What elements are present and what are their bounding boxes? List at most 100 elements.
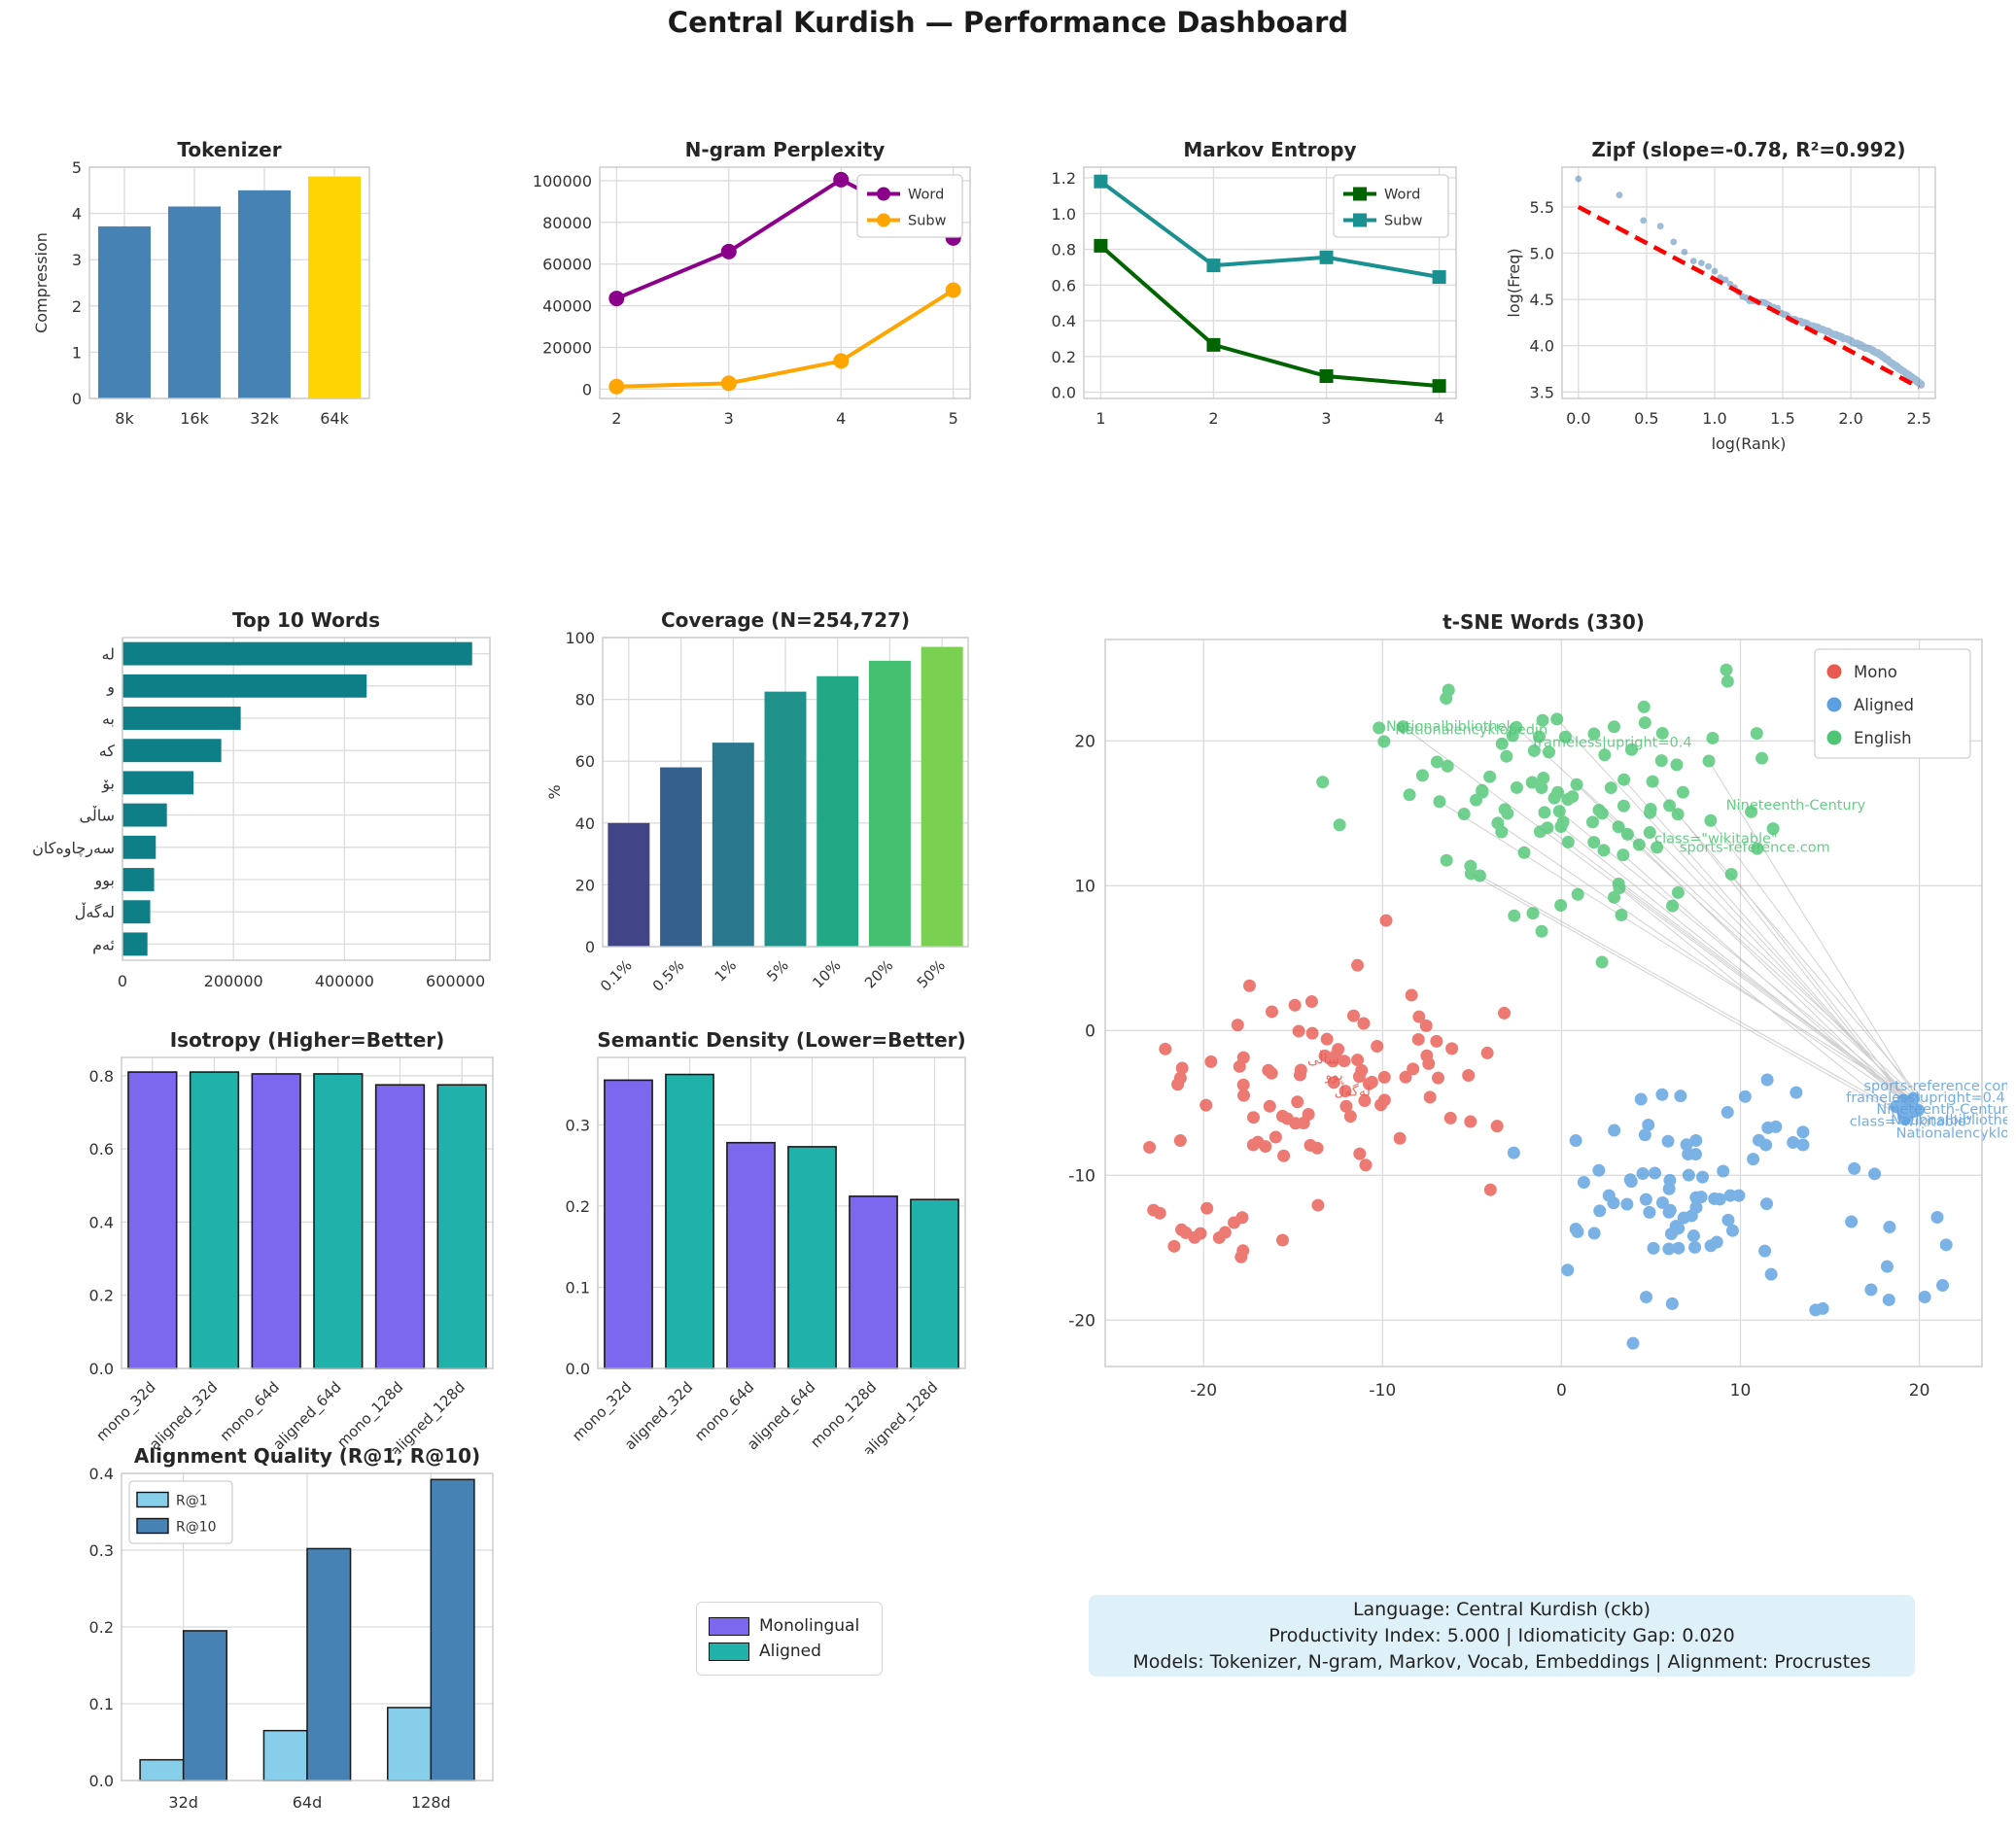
bar	[189, 1071, 240, 1369]
data-point	[945, 282, 961, 298]
bar	[726, 1141, 776, 1369]
bar	[910, 1198, 959, 1369]
bar	[387, 1707, 433, 1781]
semdens-bars	[604, 1073, 959, 1369]
svg-text:که: که	[99, 742, 116, 760]
svg-text:2.0: 2.0	[1838, 409, 1862, 428]
tsne-word-labels: NationalbibliothekNationalencyklopedinfr…	[1307, 719, 2007, 1142]
svg-text:Subw: Subw	[908, 214, 947, 229]
svg-text:Nineteenth-Century: Nineteenth-Century	[1876, 1102, 2007, 1118]
svg-text:0.1%: 0.1%	[597, 956, 636, 995]
svg-text:3: 3	[724, 409, 734, 428]
svg-text:Subw: Subw	[1384, 214, 1423, 229]
data-point	[1206, 259, 1221, 273]
bar	[306, 1547, 352, 1781]
zipf-points	[1575, 175, 1926, 389]
svg-text:2: 2	[611, 409, 621, 428]
svg-text:5.5: 5.5	[1530, 198, 1554, 217]
svg-text:0.4: 0.4	[89, 1213, 114, 1231]
info-indices: Productivity Index: 5.000 | Idiomaticity…	[1269, 1624, 1735, 1646]
top10-panel: Top 10 Words له و به که بۆ ساڵی سەرچاوەکان بوو لە…	[29, 603, 507, 1028]
markov-chart: Markov Entropy 0.0 0.2 0.4 0.6 0.8 1.0 1.2 1 2 3 4 W…	[1052, 138, 1457, 428]
cluster-english	[1316, 663, 1780, 969]
svg-text:0.1: 0.1	[566, 1278, 590, 1297]
svg-text:0.4: 0.4	[1052, 312, 1076, 330]
chart-title: Isotropy (Higher=Better)	[170, 1028, 445, 1052]
alignment-quality-chart: Alignment Quality (R@1, R@10) 0.0 0.1 0.2 0.…	[89, 1444, 494, 1812]
bar	[313, 1073, 364, 1369]
svg-text:1.2: 1.2	[1052, 169, 1076, 188]
svg-text:20%: 20%	[861, 956, 896, 991]
bar	[262, 1729, 308, 1781]
svg-text:0: 0	[118, 972, 127, 990]
svg-text:16k: 16k	[180, 409, 209, 428]
svg-text:0.0: 0.0	[89, 1360, 114, 1378]
bar	[374, 1084, 426, 1369]
semantic-density-panel: Semantic Density (Lower=Better) 0.0 0.1 0.2…	[539, 1022, 979, 1454]
tokenizer-bars	[98, 176, 361, 398]
svg-text:Aligned: Aligned	[1854, 696, 1914, 714]
svg-text:لەگەڵ: لەگەڵ	[75, 902, 115, 921]
bar	[122, 803, 167, 827]
chart-title: Alignment Quality (R@1, R@10)	[134, 1444, 480, 1468]
svg-text:log(Rank): log(Rank)	[1712, 434, 1787, 453]
coverage-panel: Coverage (N=254,727)% 0 20 40 60 80 100 0.1% 0.5…	[525, 603, 982, 1065]
legend-swatch	[709, 1642, 749, 1661]
data-point	[833, 353, 850, 369]
bar	[712, 743, 754, 947]
ngram-chart: N-gram Perplexity 0 20000 40000 60000 80000 10…	[533, 138, 971, 428]
svg-text:0: 0	[585, 938, 595, 956]
svg-text:1.5: 1.5	[1770, 409, 1794, 428]
tokenizer-chart: Tokenizer Compression 0 1 2 3 4 5 8k 16k 32k 64k	[32, 138, 370, 428]
chart-title: Semantic Density (Lower=Better)	[597, 1028, 965, 1052]
svg-text:100000: 100000	[533, 172, 592, 190]
svg-text:0.2: 0.2	[1052, 348, 1076, 366]
tsne-panel: Nationalbibliothek Nationalencyklopedin fr…	[1045, 603, 2007, 1464]
svg-text:0.5%: 0.5%	[649, 956, 688, 995]
bar	[182, 1630, 227, 1781]
zipf-fit-line	[1577, 204, 1921, 390]
svg-text:400000: 400000	[315, 972, 374, 990]
svg-text:R@10: R@10	[176, 1520, 217, 1536]
svg-text:3: 3	[1321, 409, 1331, 428]
svg-text:0.6: 0.6	[1052, 276, 1076, 294]
semantic-density-chart: Semantic Density (Lower=Better) 0.0 0.1 0.2…	[566, 1028, 966, 1454]
svg-text:2.5: 2.5	[1906, 409, 1930, 428]
svg-text:8k: 8k	[115, 409, 134, 428]
cluster-mono	[1143, 914, 1512, 1263]
data-point	[608, 291, 625, 307]
svg-text:20: 20	[1074, 732, 1095, 751]
data-point	[1432, 379, 1446, 394]
data-point	[1094, 174, 1108, 189]
markov-panel: Markov Entropy 0.0 0.2 0.4 0.6 0.8 1.0 1.2 1 2 3 4 W…	[1011, 134, 1470, 447]
svg-text:1.0: 1.0	[1052, 205, 1076, 224]
data-point	[1094, 238, 1108, 253]
svg-text:1: 1	[1095, 409, 1105, 428]
top10-chart: Top 10 Words له و به که بۆ ساڵی سەرچاوەکان بوو لە…	[32, 608, 491, 990]
bar	[168, 206, 221, 398]
svg-text:20: 20	[1909, 1381, 1930, 1401]
svg-text:frameless|upright=0.4: frameless|upright=0.4	[1846, 1090, 2005, 1106]
svg-text:0.0: 0.0	[566, 1360, 590, 1378]
coverage-chart: Coverage (N=254,727)% 0 20 40 60 80 100 0.1% 0.5…	[545, 608, 969, 995]
svg-text:ساڵی: ساڵی	[80, 806, 116, 825]
chart-title: Top 10 Words	[232, 608, 380, 632]
chart-title: Tokenizer	[177, 138, 281, 161]
data-point	[1432, 270, 1446, 285]
legend-label: Aligned	[759, 1642, 821, 1661]
svg-text:64d: 64d	[293, 1793, 323, 1812]
svg-text:Word: Word	[908, 188, 944, 203]
svg-text:0.2: 0.2	[89, 1287, 114, 1305]
info-language: Language: Central Kurdish (ckb)	[1352, 1598, 1651, 1620]
svg-text:64k: 64k	[320, 409, 349, 428]
alignment-quality-panel: Alignment Quality (R@1, R@10) 0.0 0.1 0.2 0.…	[53, 1421, 506, 1833]
svg-text:0.0: 0.0	[1052, 384, 1076, 402]
svg-text:Nationalencyklopedin: Nationalencyklopedin	[1395, 723, 1547, 739]
isotropy-bars	[127, 1071, 487, 1369]
legend-label: Monolingual	[759, 1616, 860, 1636]
chart-legend	[1814, 648, 1971, 759]
bar	[127, 1071, 178, 1369]
svg-text:32d: 32d	[168, 1793, 198, 1812]
svg-text:Nineteenth-Century: Nineteenth-Century	[1726, 798, 1866, 813]
svg-text:English: English	[1854, 729, 1912, 747]
